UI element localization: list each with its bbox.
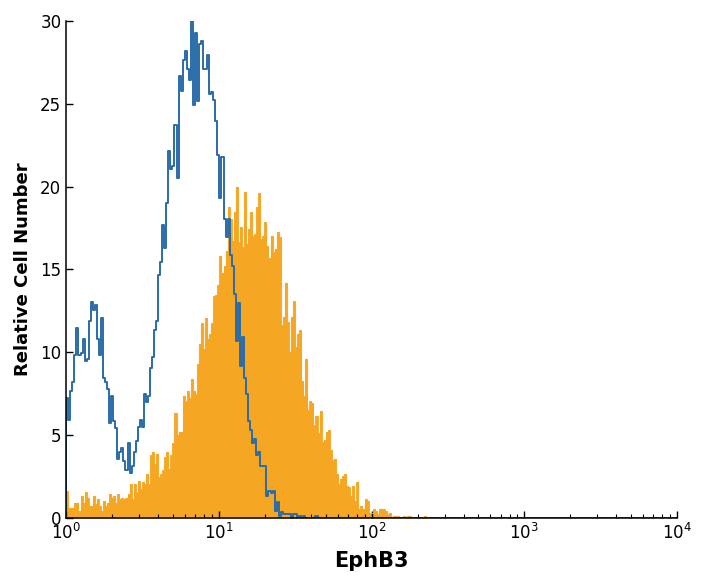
X-axis label: EphB3: EphB3 — [335, 551, 409, 571]
Y-axis label: Relative Cell Number: Relative Cell Number — [14, 163, 32, 376]
